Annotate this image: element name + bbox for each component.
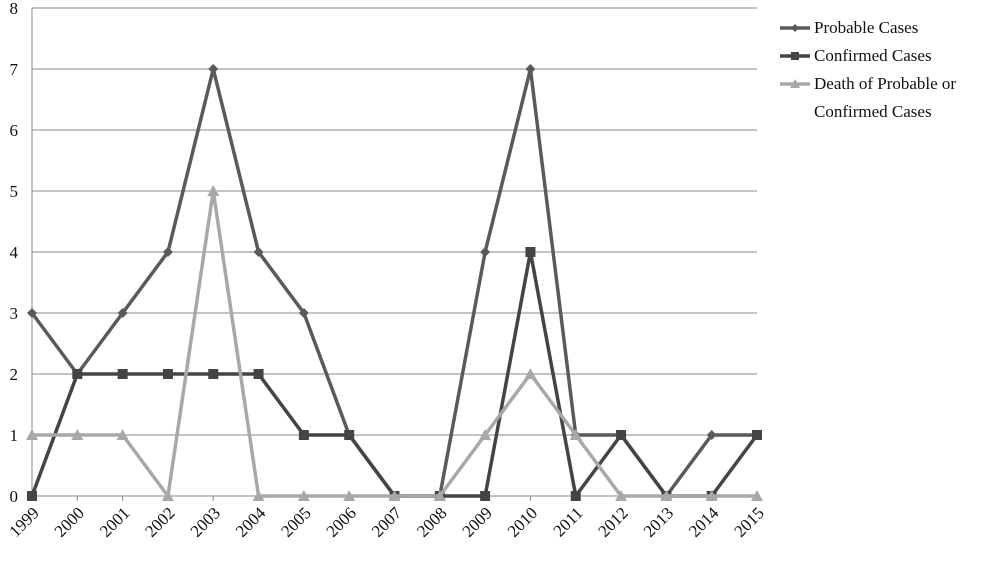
y-tick-label: 7 bbox=[10, 60, 19, 79]
point bbox=[569, 429, 582, 440]
series-line bbox=[30, 68, 757, 499]
series-line bbox=[32, 190, 757, 501]
point bbox=[116, 429, 129, 440]
legend-item: Probable Cases bbox=[778, 14, 988, 42]
x-tick-label: 2013 bbox=[640, 503, 677, 540]
point bbox=[298, 430, 309, 440]
x-tick-label: 2002 bbox=[141, 503, 178, 540]
y-tick-label: 5 bbox=[10, 182, 19, 201]
point bbox=[791, 24, 799, 32]
x-tick-label: 2008 bbox=[413, 503, 450, 540]
point bbox=[343, 490, 356, 501]
point bbox=[162, 247, 173, 257]
x-tick-label: 2009 bbox=[458, 503, 495, 540]
legend-item: Confirmed Cases bbox=[778, 42, 988, 70]
point bbox=[252, 490, 265, 501]
point bbox=[297, 490, 310, 501]
y-tick-label: 6 bbox=[10, 121, 19, 140]
point bbox=[253, 369, 264, 379]
x-tick-label: 2004 bbox=[232, 503, 270, 541]
y-tick-label: 3 bbox=[10, 304, 19, 323]
point bbox=[570, 491, 581, 501]
y-tick-label: 4 bbox=[10, 243, 19, 262]
point bbox=[616, 430, 627, 440]
legend-icon bbox=[780, 79, 810, 88]
legend-item: Death of Probable or Confirmed Cases bbox=[778, 70, 988, 126]
legend-label: Probable Cases bbox=[814, 18, 919, 37]
x-tick-label: 2010 bbox=[504, 503, 541, 540]
point bbox=[525, 247, 536, 257]
point bbox=[525, 64, 536, 74]
point bbox=[706, 430, 717, 440]
legend-label: Confirmed Cases bbox=[814, 46, 932, 65]
point bbox=[71, 429, 84, 440]
x-tick-label: 2000 bbox=[51, 503, 88, 540]
point bbox=[27, 491, 37, 501]
legend-icon bbox=[780, 52, 810, 60]
point bbox=[344, 430, 355, 440]
point bbox=[705, 490, 718, 501]
point bbox=[752, 430, 762, 440]
point bbox=[791, 52, 799, 60]
point bbox=[615, 490, 628, 501]
x-tick-label: 2015 bbox=[730, 503, 767, 540]
point bbox=[790, 79, 800, 88]
x-tick-label: 2006 bbox=[323, 503, 360, 540]
point bbox=[479, 429, 492, 440]
point bbox=[208, 369, 219, 379]
point bbox=[253, 247, 264, 257]
point bbox=[298, 308, 309, 318]
y-tick-label: 2 bbox=[10, 365, 19, 384]
x-tick-label: 2007 bbox=[368, 503, 406, 541]
x-tick-label: 2012 bbox=[594, 503, 631, 540]
point bbox=[480, 491, 491, 501]
point bbox=[751, 490, 763, 501]
point bbox=[117, 308, 128, 318]
point bbox=[208, 64, 219, 74]
x-tick-label: 1999 bbox=[5, 503, 42, 540]
point bbox=[388, 490, 401, 501]
point bbox=[524, 368, 537, 379]
legend-label: Death of Probable or Confirmed Cases bbox=[814, 74, 957, 121]
point bbox=[72, 369, 83, 379]
point bbox=[26, 429, 38, 440]
point bbox=[207, 185, 220, 196]
x-tick-label: 2005 bbox=[277, 503, 314, 540]
x-tick-label: 2001 bbox=[96, 503, 133, 540]
point bbox=[660, 490, 673, 501]
y-tick-label: 1 bbox=[10, 426, 19, 445]
point bbox=[162, 369, 173, 379]
y-tick-label: 8 bbox=[10, 0, 19, 18]
point bbox=[161, 490, 174, 501]
point bbox=[117, 369, 128, 379]
x-tick-label: 2011 bbox=[550, 503, 587, 540]
legend-icon bbox=[780, 24, 810, 32]
x-tick-label: 2003 bbox=[187, 503, 224, 540]
point bbox=[433, 490, 446, 501]
x-tick-label: 2014 bbox=[685, 503, 723, 541]
point bbox=[27, 308, 37, 318]
point bbox=[480, 247, 491, 257]
y-tick-label: 0 bbox=[10, 487, 19, 506]
legend: Probable Cases Confirmed Cases Death of Pr… bbox=[778, 14, 988, 126]
